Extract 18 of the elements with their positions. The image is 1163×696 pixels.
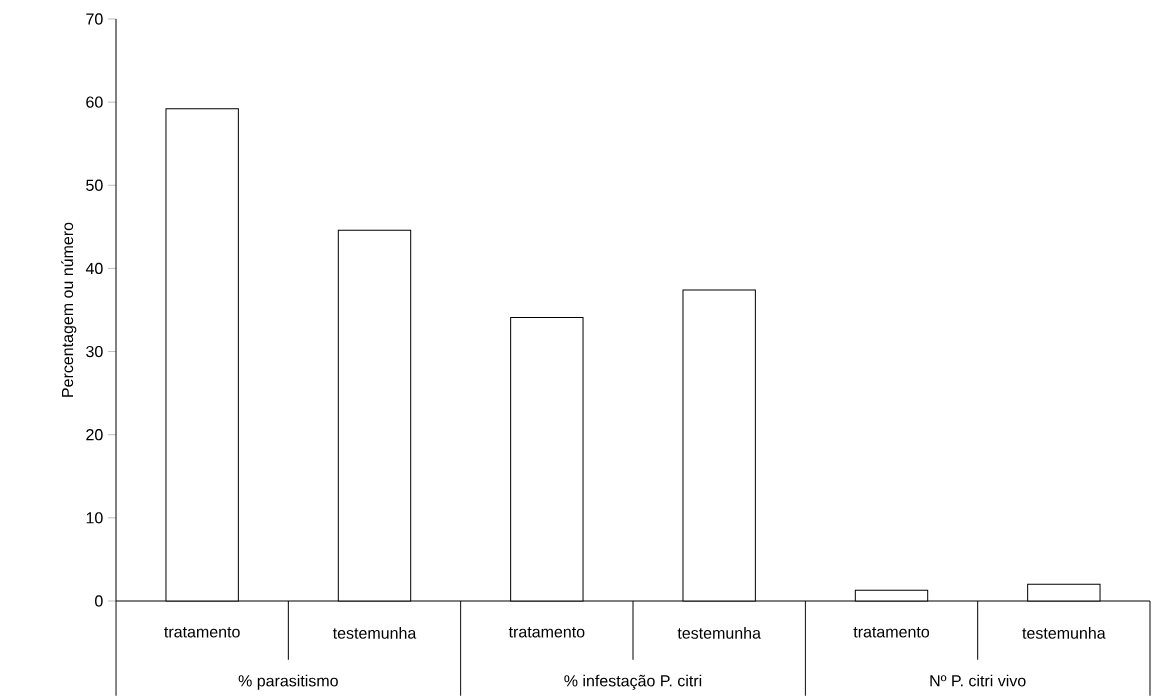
text: % parasitismo [238, 674, 338, 690]
y-tick-label: 0 [95, 595, 103, 607]
y-tick-label: 70 [86, 13, 103, 25]
text: % infestação P. citri [564, 674, 702, 690]
y-tick-label: 50 [86, 179, 103, 191]
x-tick-label: tratamento [164, 626, 240, 638]
x-tick-label: testemunha [332, 626, 417, 639]
x-tick-label: testemunha [1022, 626, 1106, 639]
y-tick-label: 60 [86, 96, 103, 108]
x-tick-label: testemunha [677, 626, 761, 639]
x-tick-label: tratamento [508, 626, 585, 638]
y-tick-label: 40 [85, 262, 103, 274]
y-tick-label: 20 [86, 428, 103, 441]
x-tick-label: tratamento [853, 626, 930, 638]
y-tick-label: 30 [86, 345, 103, 358]
text: Nº P. citri vivo [930, 674, 1026, 687]
y-axis-title: Percentagem ou número [61, 222, 77, 397]
y-tick-label: 10 [86, 512, 103, 524]
